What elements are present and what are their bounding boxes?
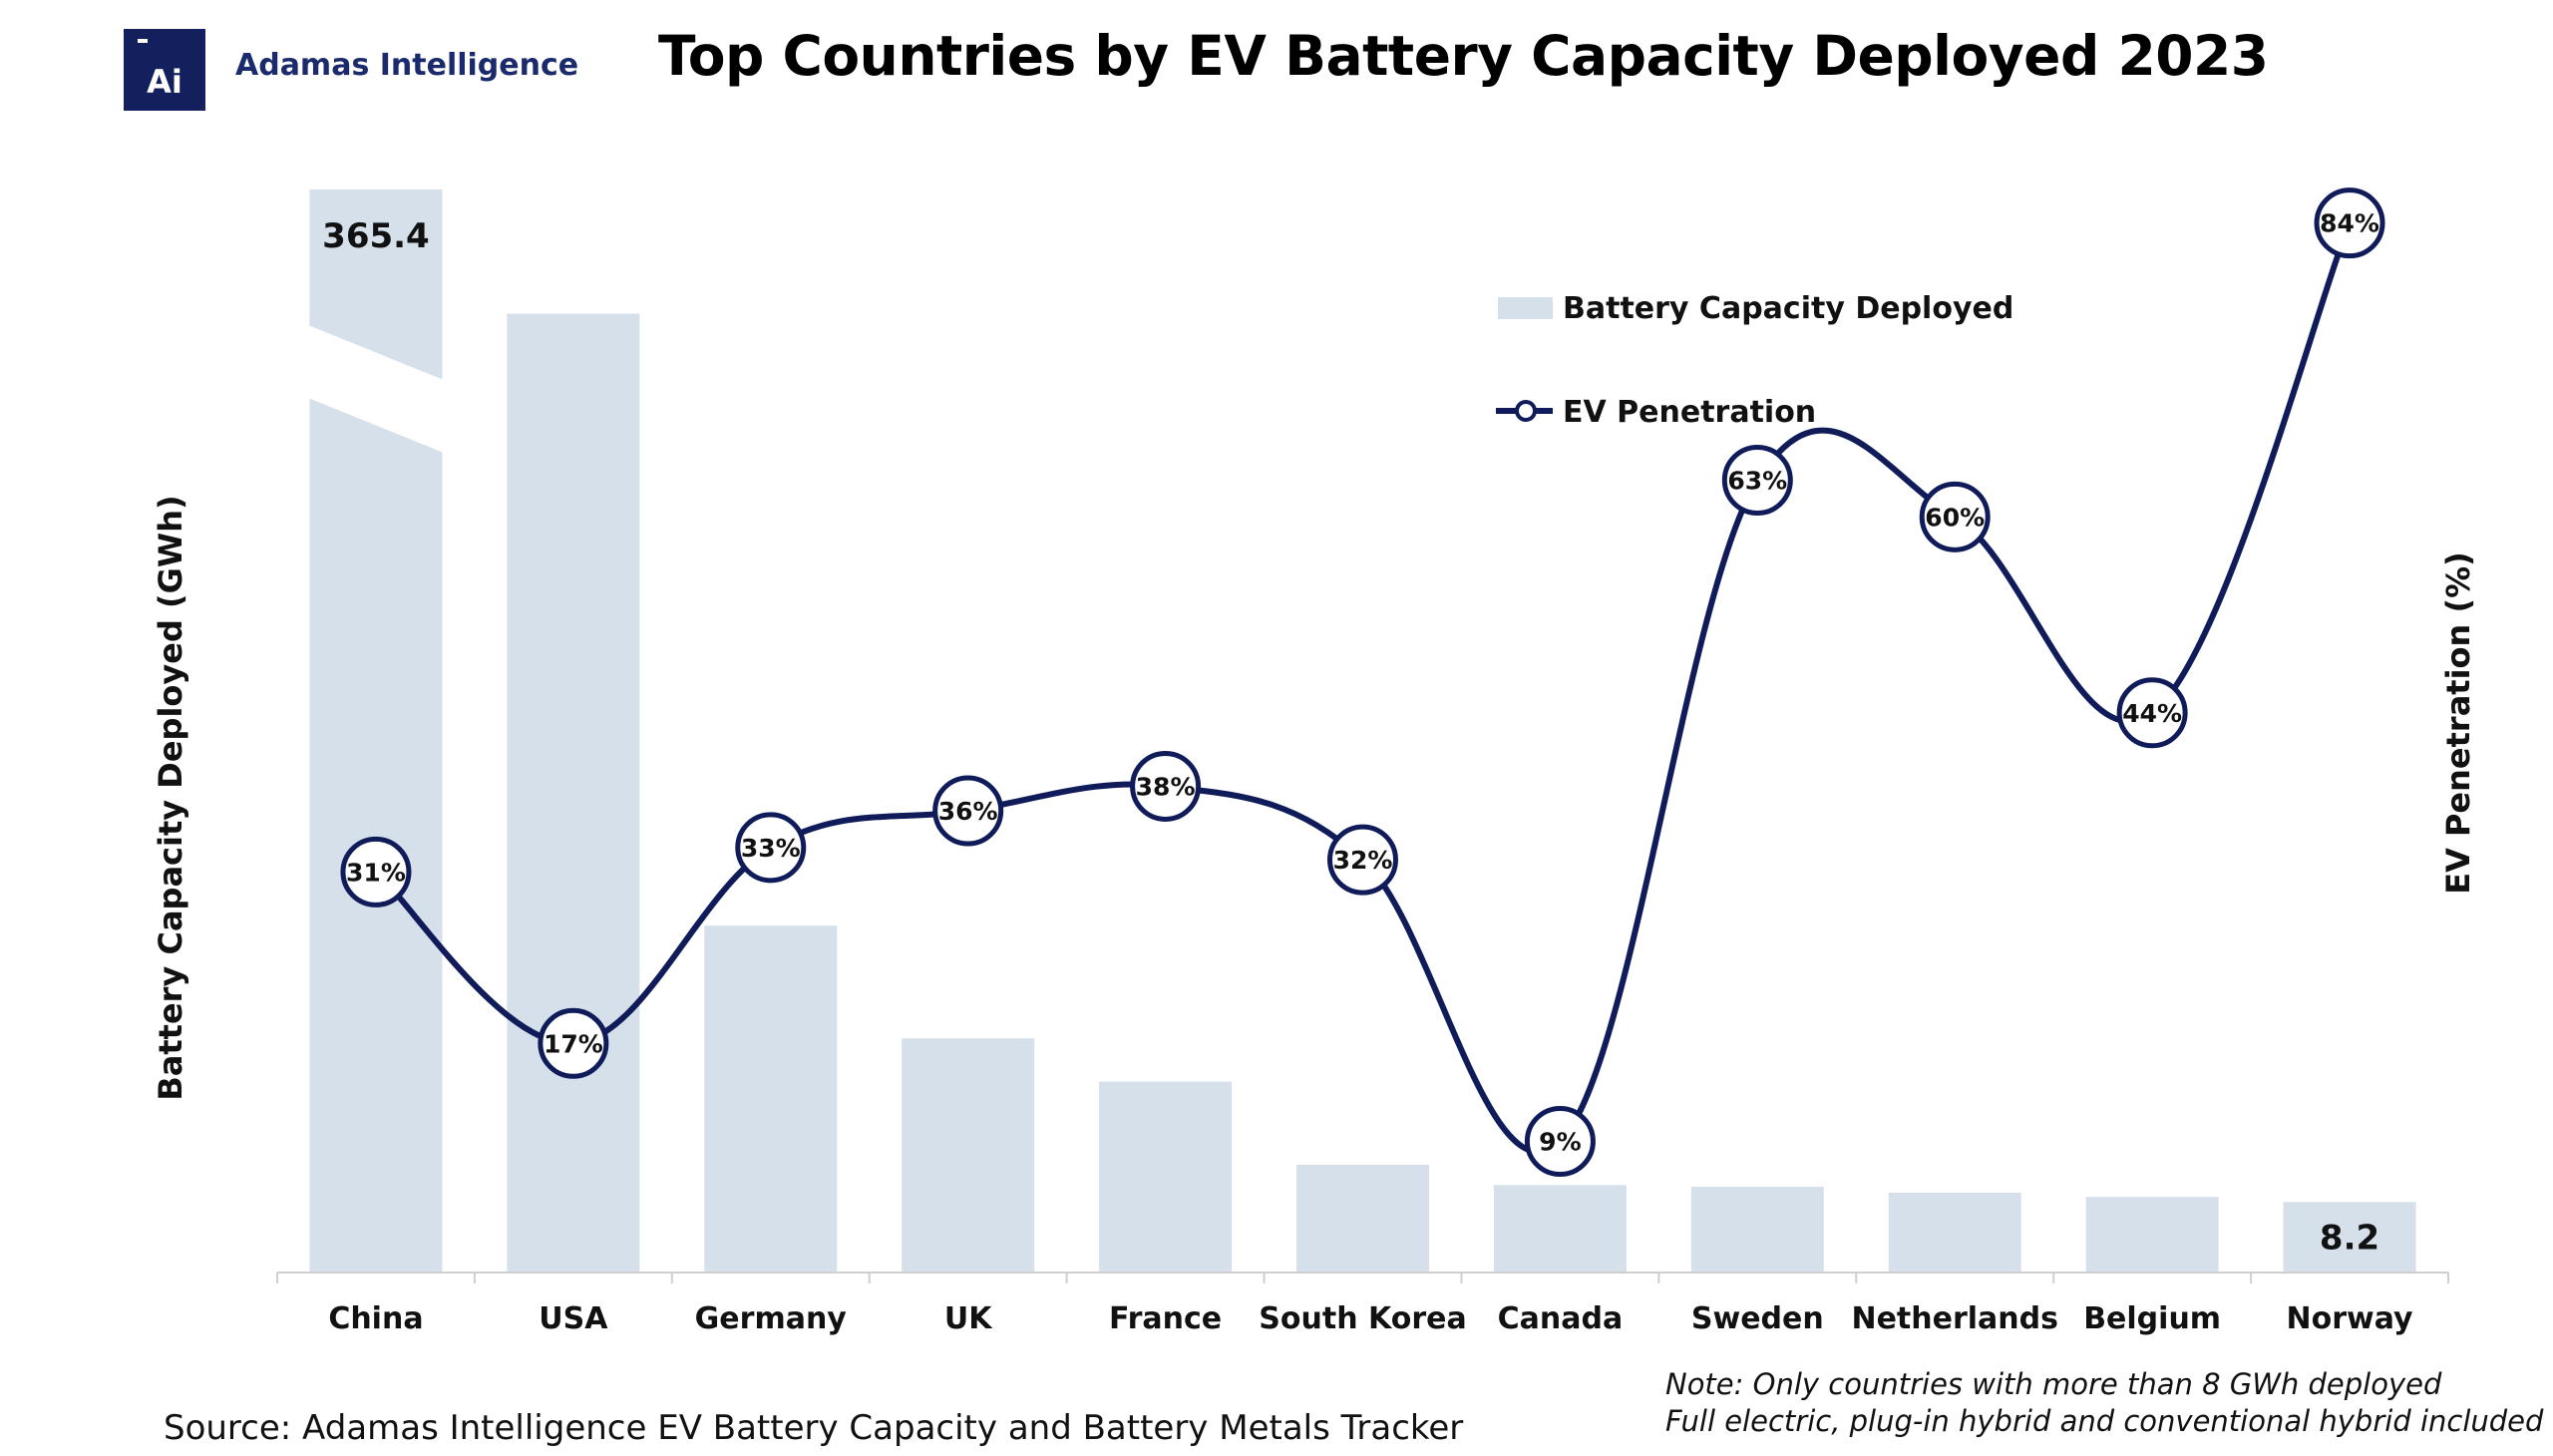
note-line-1: Note: Only countries with more than 8 GW… (1665, 1367, 2442, 1401)
bar-south-korea (1296, 1164, 1429, 1272)
category-label: Belgium (2083, 1301, 2221, 1336)
pct-label: 17% (544, 1029, 603, 1058)
marker-france (1130, 750, 1202, 822)
marker-uk (932, 775, 1004, 847)
line-group (372, 219, 2354, 1155)
bar-france (1099, 1081, 1233, 1272)
pct-label: 84% (2320, 209, 2379, 238)
marker-usa (538, 1007, 609, 1079)
legend-line-marker (1515, 400, 1537, 422)
category-label: China (328, 1301, 423, 1336)
category-label: Sweden (1691, 1301, 1824, 1336)
marker-china (340, 836, 412, 908)
marker-norway (2314, 187, 2385, 259)
bar-sweden (1690, 1187, 1824, 1272)
note-line-2: Full electric, plug-in hybrid and conven… (1665, 1404, 2544, 1438)
marker-belgium (2116, 677, 2188, 749)
logo-dash (138, 39, 148, 43)
category-label: USA (539, 1301, 608, 1336)
labels-group: China USA Germany UK France South Korea Canada… (152, 216, 2477, 1336)
marker-canada (1524, 1106, 1596, 1177)
bar-belgium (2085, 1197, 2219, 1272)
category-label: Germany (695, 1301, 848, 1336)
marker-netherlands (1919, 481, 1991, 552)
bars-group (305, 189, 2416, 1272)
marker-germany (735, 812, 807, 884)
pct-label: 9% (1539, 1128, 1581, 1157)
legend-line-label: EV Penetration (1563, 395, 1816, 430)
ev-penetration-line (372, 219, 2354, 1155)
bar-canada (1493, 1185, 1627, 1272)
category-label: South Korea (1259, 1301, 1466, 1336)
legend-bar-label: Battery Capacity Deployed (1563, 291, 2013, 326)
pct-label: 31% (346, 858, 406, 887)
brand-name: Adamas Intelligence (235, 48, 579, 83)
legend-group: Battery Capacity Deployed EV Penetration (1496, 291, 2013, 430)
pct-label: 32% (1333, 846, 1393, 875)
pct-label: 38% (1136, 772, 1196, 801)
bar-norway (2283, 1202, 2416, 1272)
category-label: France (1109, 1301, 1222, 1336)
x-axis-group (276, 1272, 2449, 1283)
category-label: Norway (2286, 1301, 2413, 1336)
logo-text: Ai (147, 63, 182, 101)
bar-germany (704, 925, 838, 1272)
pct-label: 44% (2122, 699, 2182, 728)
y-axis-label: Battery Capacity Deployed (GWh) (152, 495, 189, 1100)
note-text: Note: Only countries with more than 8 GW… (1665, 1366, 2543, 1440)
chart-title: Top Countries by EV Battery Capacity Dep… (658, 24, 2269, 88)
pct-label: 60% (1925, 503, 1985, 532)
bar-value-label: 365.4 (322, 216, 430, 256)
category-label: UK (944, 1301, 993, 1336)
bar-usa (507, 313, 640, 1272)
pct-label: 36% (938, 797, 998, 826)
category-label: Canada (1498, 1301, 1624, 1336)
markers-group: 31% 17% 33% 36% 38% 32% 9% 63% 60% 44% 84% (340, 187, 2385, 1177)
source-text: Source: Adamas Intelligence EV Battery C… (164, 1408, 1464, 1448)
pct-label: 33% (741, 834, 801, 863)
marker-south-korea (1327, 824, 1398, 896)
adamas-logo: Ai (124, 29, 205, 111)
y2-axis-label: EV Penetration (%) (2439, 551, 2477, 895)
legend-bar-swatch (1498, 297, 1553, 319)
marker-sweden (1721, 445, 1793, 516)
axis-break (305, 324, 447, 454)
category-label: Netherlands (1851, 1301, 2058, 1336)
bar-netherlands (1888, 1192, 2021, 1272)
bar-uk (902, 1038, 1035, 1272)
bar-value-label: 8.2 (2320, 1218, 2379, 1258)
pct-label: 63% (1727, 467, 1787, 496)
